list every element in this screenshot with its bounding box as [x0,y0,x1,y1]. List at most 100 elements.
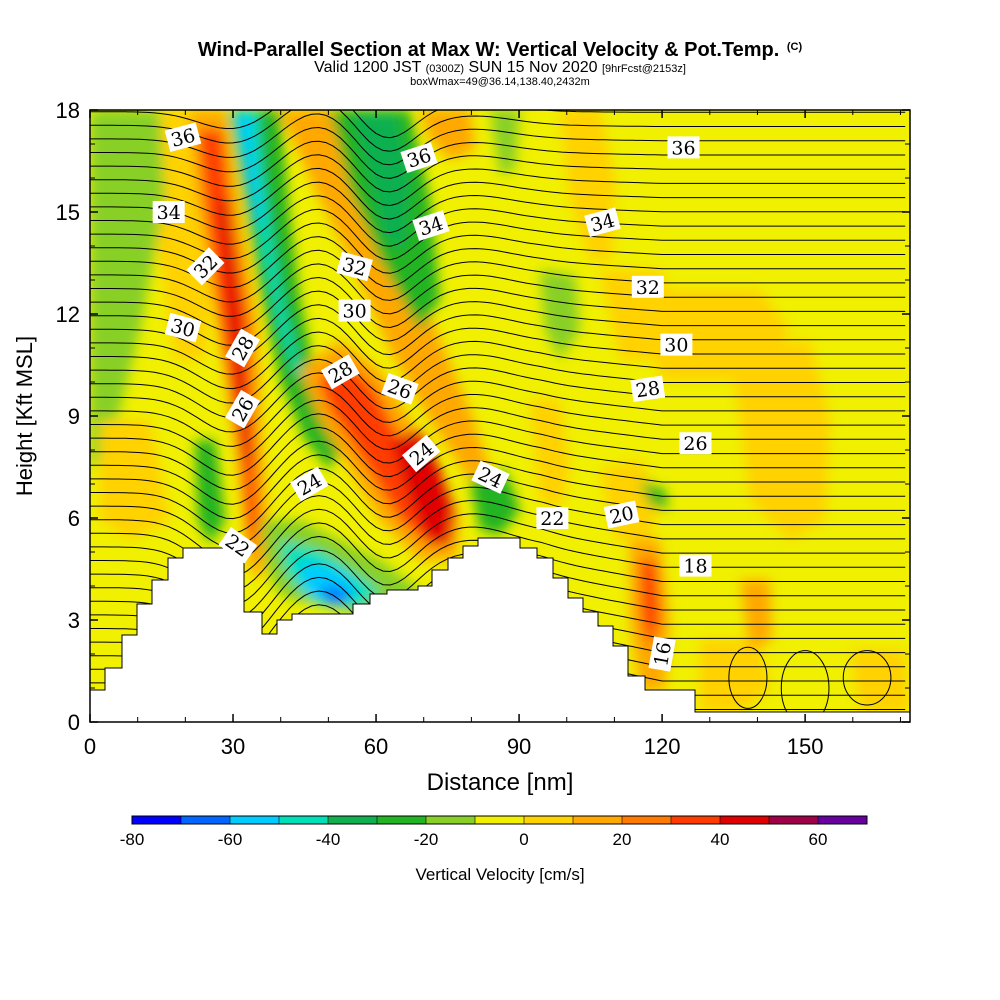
contour-label: 28 [630,375,666,402]
theta-contour [90,454,906,520]
chart-title: Wind-Parallel Section at Max W: Vertical… [197,39,803,61]
colorbar-swatch [328,816,378,824]
theta-contour [90,276,906,332]
colorbar-tick-label: -20 [414,830,439,849]
contour-label-box [603,500,640,529]
theta-contour [90,181,906,234]
y-tick-label: 12 [56,302,80,327]
contour-label-box [667,136,700,159]
colorbar-swatch [230,816,280,824]
contour-label-box [679,432,712,455]
colorbar-swatch [622,816,672,824]
colorbar-swatch [426,816,476,824]
contour-label-box [164,312,202,343]
colorbar-swatch [475,816,525,824]
contour-label-box [336,251,373,282]
contour-label: 32 [336,251,373,282]
theta-contour [90,140,906,193]
x-tick-label: 90 [507,734,531,759]
y-tick-label: 15 [56,200,80,225]
colorbar-swatch [573,816,623,824]
theta-contour [90,290,906,346]
contour-label: 20 [603,500,640,529]
contour-label-text: 18 [683,556,707,578]
contour-label-text: 30 [343,301,367,323]
contour-label-box [401,434,441,473]
colorbar-tick-label: 0 [519,830,528,849]
y-tick-label: 18 [56,98,80,123]
theta-contour [90,345,906,404]
contour-label: 36 [667,136,700,159]
x-tick-label: 60 [364,734,388,759]
contour-label-text: 20 [608,502,636,529]
contour-label-box [660,333,693,356]
contour-label-text: 30 [664,335,688,357]
contour-label-text: 28 [634,377,661,402]
contour-label-box [164,122,202,152]
contour-label-box [218,527,258,564]
theta-contour [90,110,906,139]
contour-label: 36 [400,142,438,174]
contour-label: 22 [536,507,569,530]
colorbar-tick-label: -60 [218,830,243,849]
theta-contour [90,426,906,491]
y-tick-label: 0 [68,710,80,735]
contour-label-box [630,375,666,402]
contour-label-box [381,372,419,405]
theta-contour [90,440,906,505]
colorbar-swatch [132,816,182,824]
colorbar-swatch [279,816,329,824]
theta-contour [90,385,906,447]
y-tick-label: 3 [68,608,80,633]
contour-label-box [225,389,261,429]
colorbar-tick-label: 40 [711,830,730,849]
contour-label: 18 [679,554,712,578]
terrain-mask [89,537,911,723]
theta-contour [90,399,906,462]
contour-label: 34 [152,201,185,224]
theta-contour [90,126,906,179]
theta-contour [90,195,906,247]
colorbar-swatch [671,816,721,824]
contour-label-box [648,636,676,672]
y-axis-label: Height [Kft MSL] [12,336,37,496]
theta-contour [90,317,906,375]
contour-label: 26 [679,432,712,455]
contour-label-text: 36 [671,137,695,159]
y-tick-label: 6 [68,506,80,531]
colorbar-swatch [181,816,231,824]
x-axis-label: Distance [nm] [427,769,574,796]
contour-label-box [338,299,371,322]
contour-label-box [536,507,569,529]
contour-label-box [289,466,329,502]
theta-contour [90,113,906,166]
contour-label: 28 [320,354,360,390]
colorbar-tick-label: -40 [316,830,341,849]
contour-label-box [584,207,621,237]
theta-contour [90,236,906,288]
contour-label: 16 [648,636,676,672]
colorbar: -80 -60 -40 -20 0 20 40 60 [120,815,868,849]
contour-label-box [631,275,664,298]
colorbar-swatch [524,816,574,824]
colorbar-tick-label: -80 [120,830,145,849]
contour-label-box [679,554,712,577]
theta-contour [90,263,906,317]
copyright-mark: (C) [786,41,803,53]
colorbar-frame [131,815,868,825]
theta-contour-closed [728,646,768,709]
contour-label: 36 [164,122,202,152]
contour-label-box [320,354,360,390]
contour-label-text: 26 [683,433,707,455]
contour-label-box [412,210,450,242]
contour-label-box [225,328,261,368]
colorbar-tick-label: 20 [613,830,632,849]
contour-label: 32 [631,275,664,299]
theta-contour [90,222,906,274]
contour-label-text: 32 [636,277,660,299]
x-tick-label: 120 [644,734,681,759]
contour-label-text: 16 [650,640,676,668]
